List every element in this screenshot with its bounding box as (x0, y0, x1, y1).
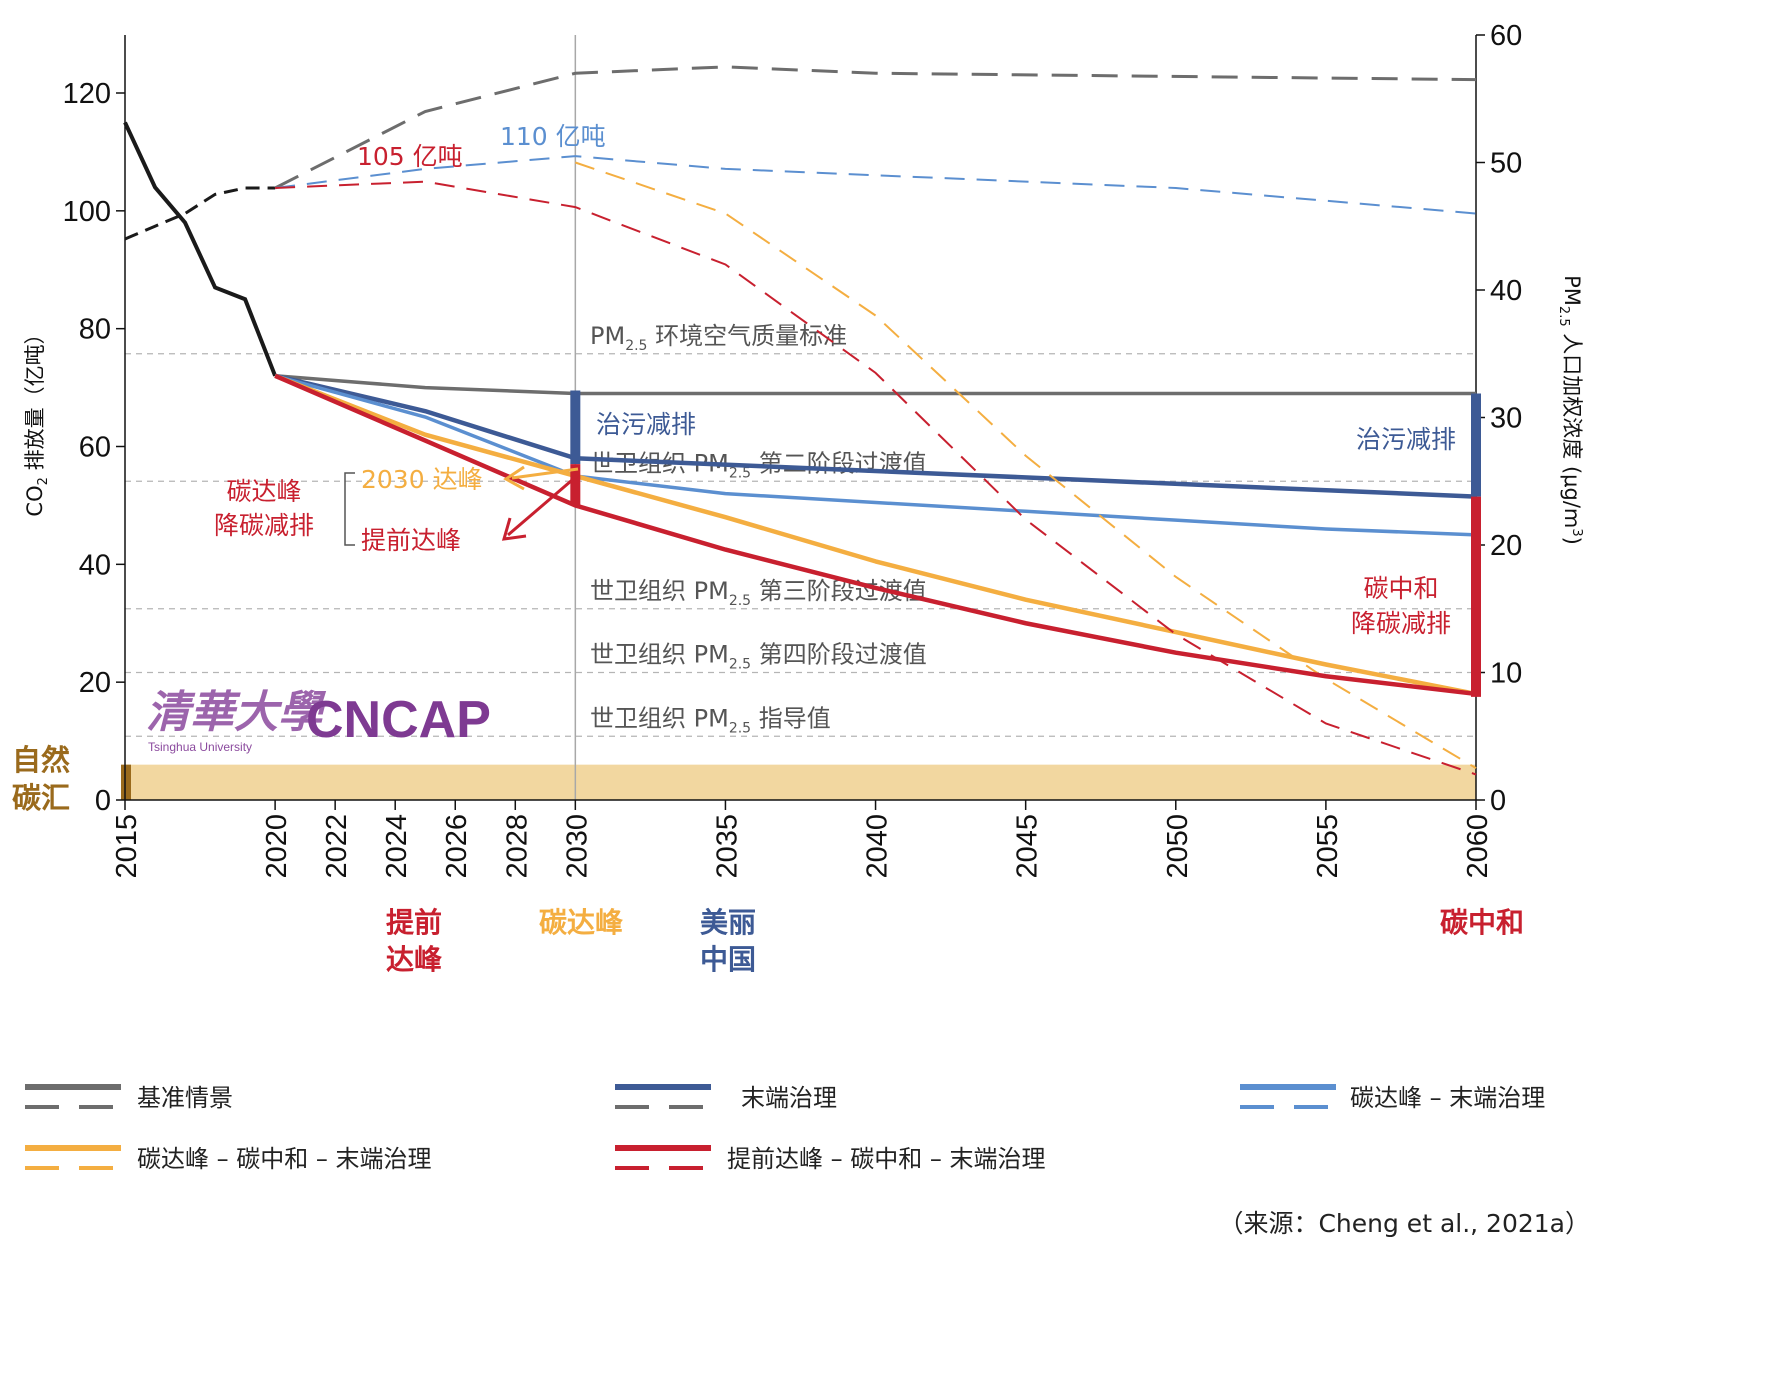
co2-line-end_of_pipe (274, 373, 1477, 499)
history-co2-line (123, 121, 277, 377)
x-tick-label-2022: 2022 (321, 814, 353, 879)
x-tick-label-2045: 2045 (1012, 814, 1044, 879)
pm-standard-label-2: 世卫组织 PM2.5 第三阶段过渡值 (590, 577, 927, 609)
legend-label-early_peak_neutral_eop: 提前达峰 – 碳中和 – 末端治理 (727, 1145, 1046, 1173)
left-tick-label-120: 120 (63, 78, 111, 110)
pm-line-peak_neutral_eop (575, 161, 1477, 769)
pollution-reduction-2030-label: 治污减排 (596, 410, 696, 439)
x-tick-label-2024: 2024 (381, 814, 413, 879)
x-tick-label-2050: 2050 (1162, 814, 1194, 879)
arrow-peak-2030-shaft (511, 467, 579, 480)
milestone-beautiful-china-line1: 美丽 (700, 906, 756, 939)
pm-standard-label-0: PM2.5 环境空气质量标准 (590, 322, 847, 354)
x-tick-label-2015: 2015 (111, 814, 143, 879)
neutral-reduction-line1: 碳中和 (1363, 574, 1438, 603)
arrow-early-peak-shaft (507, 473, 579, 537)
x-tick-label-2026: 2026 (441, 814, 473, 879)
milestone-carbon-neutral: 碳中和 (1440, 906, 1524, 939)
early-peak-label: 提前达峰 (361, 526, 461, 555)
left-tick-label-60: 60 (79, 432, 111, 464)
x-tick-label-2055: 2055 (1312, 814, 1344, 879)
peak-110-label: 110 亿吨 (500, 122, 606, 151)
left-axis-title: CO2 排放量（亿吨） (23, 323, 51, 516)
milestone-early-peak-line1: 提前 (386, 906, 442, 939)
pm-standard-label-4: 世卫组织 PM2.5 指导值 (590, 704, 831, 736)
co2-line-peak_eop (274, 374, 1477, 537)
pm-line-baseline (274, 65, 1477, 190)
x-tick-label-2028: 2028 (501, 814, 533, 879)
right-tick-label-30: 30 (1490, 403, 1522, 435)
left-tick-label-20: 20 (79, 667, 111, 699)
arrow-early-peak-head (501, 517, 527, 541)
x-tick-label-2040: 2040 (862, 814, 894, 879)
legend-label-peak_eop: 碳达峰 – 末端治理 (1350, 1084, 1545, 1112)
right-tick-label-20: 20 (1490, 530, 1522, 562)
left-tick-label-40: 40 (79, 549, 111, 581)
x-tick-label-2060: 2060 (1462, 814, 1494, 879)
right-tick-label-0: 0 (1490, 785, 1506, 817)
series-group (123, 65, 1477, 776)
right-tick-label-50: 50 (1490, 148, 1522, 180)
peak-105-label: 105 亿吨 (357, 142, 463, 171)
legend-label-end_of_pipe: 末端治理 (741, 1084, 837, 1112)
milestone-beautiful-china-line2: 中国 (700, 943, 756, 976)
right-tick-label-60: 60 (1490, 20, 1522, 52)
right-tick-label-40: 40 (1490, 275, 1522, 307)
natural-sink-label-line2: 碳汇 (12, 781, 70, 815)
tsinghua-logo-en: Tsinghua University (148, 740, 252, 754)
milestone-early-peak-line2: 达峰 (386, 943, 442, 976)
co2-line-peak_neutral_eop (274, 373, 1477, 697)
natural-sink-marker (121, 764, 131, 800)
history-pm-line (124, 186, 276, 241)
annotation-bracket (344, 472, 355, 546)
right-axis-title: PM2.5 人口加权浓度 (μg/m3) (1556, 275, 1584, 545)
right-tick-label-10: 10 (1490, 658, 1522, 690)
milestone-carbon-peak: 碳达峰 (539, 906, 623, 939)
source-note: （来源：Cheng et al., 2021a） (1218, 1209, 1590, 1238)
pm-line-peak_eop (274, 155, 1477, 215)
x-tick-label-2020: 2020 (261, 814, 293, 879)
natural-sink-band (125, 764, 1476, 800)
left-tick-label-80: 80 (79, 314, 111, 346)
peak-carbon-reduction-line2: 降碳减排 (214, 511, 314, 540)
x-tick-label-2030: 2030 (561, 814, 593, 879)
left-tick-label-100: 100 (63, 196, 111, 228)
co2-line-early_peak_neutral_eop (274, 373, 1477, 697)
neutral-reduction-line2: 降碳减排 (1351, 609, 1451, 638)
left-tick-label-0: 0 (95, 785, 111, 817)
legend-label-peak_neutral_eop: 碳达峰 – 碳中和 – 末端治理 (137, 1145, 432, 1173)
pm-line-early_peak_neutral_eop (275, 180, 1477, 776)
x-tick-label-2035: 2035 (711, 814, 743, 879)
natural-sink-label-line1: 自然 (12, 743, 70, 777)
peak-2030-label: 2030 达峰 (361, 465, 483, 494)
cncap-logo: CNCAP (306, 691, 491, 749)
co2-line-baseline (274, 374, 1476, 396)
pm-standard-label-3: 世卫组织 PM2.5 第四阶段过渡值 (590, 641, 927, 673)
arrow-peak-2030-head (503, 465, 525, 491)
tsinghua-logo-cn: 清華大學 (146, 687, 327, 738)
pollution-reduction-2060-label: 治污减排 (1356, 425, 1456, 454)
legend-label-baseline: 基准情景 (137, 1084, 233, 1112)
peak-carbon-reduction-line1: 碳达峰 (226, 477, 301, 506)
